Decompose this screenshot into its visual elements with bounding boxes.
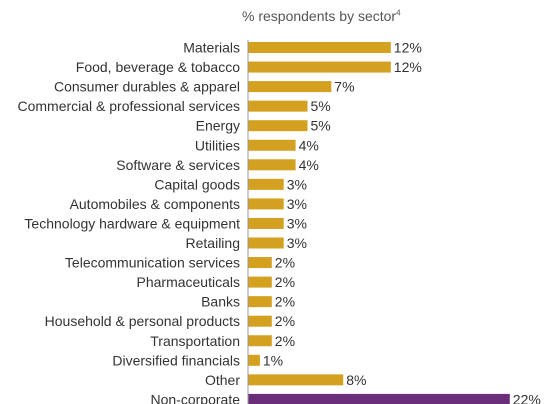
bar-other [248, 374, 344, 386]
bar-food-beverage-and-tobacco [248, 61, 391, 73]
chart-title-text: % respondents by sector [242, 8, 397, 24]
category-label-banks: Banks [201, 294, 240, 310]
bar-automobiles-and-components [248, 198, 284, 210]
category-label-technology-hardware-and-equipment: Technology hardware & equipment [24, 215, 240, 231]
category-label-transportation: Transportation [150, 333, 240, 349]
category-label-other: Other [205, 372, 240, 388]
category-label-retailing: Retailing [186, 235, 240, 251]
category-label-non-corporate: Non-corporate [151, 391, 241, 404]
category-label-consumer-durables-and-apparel: Consumer durables & apparel [54, 79, 240, 95]
value-label-retailing: 3% [287, 235, 307, 251]
value-label-technology-hardware-and-equipment: 3% [287, 215, 307, 231]
bar-materials [248, 42, 391, 53]
value-label-utilities: 4% [299, 137, 319, 153]
value-label-household-and-personal-products: 2% [275, 313, 295, 329]
value-label-non-corporate: 22% [513, 391, 541, 404]
value-label-food-beverage-and-tobacco: 12% [394, 59, 422, 75]
bar-pharmaceuticals [248, 276, 272, 288]
bar-commercial-and-professional-services [248, 100, 308, 112]
bar-technology-hardware-and-equipment [248, 217, 284, 229]
value-label-telecommunication-services: 2% [275, 255, 295, 271]
bar-transportation [248, 335, 272, 347]
bar-non-corporate [248, 393, 510, 404]
category-label-household-and-personal-products: Household & personal products [45, 313, 240, 329]
category-label-food-beverage-and-tobacco: Food, beverage & tobacco [76, 59, 240, 75]
bars [248, 42, 510, 404]
value-label-pharmaceuticals: 2% [275, 274, 295, 290]
value-label-other: 8% [346, 372, 366, 388]
chart-title: % respondents by sector4 [242, 8, 401, 24]
bar-diversified-financials [248, 354, 260, 366]
category-label-pharmaceuticals: Pharmaceuticals [137, 274, 241, 290]
value-label-commercial-and-professional-services: 5% [311, 98, 331, 114]
category-label-utilities: Utilities [195, 137, 240, 153]
category-label-materials: Materials [183, 40, 240, 56]
category-label-commercial-and-professional-services: Commercial & professional services [17, 98, 240, 114]
value-label-materials: 12% [394, 40, 422, 56]
bar-banks [248, 296, 272, 308]
value-label-banks: 2% [275, 294, 295, 310]
value-label-energy: 5% [311, 118, 331, 134]
value-label-automobiles-and-components: 3% [287, 196, 307, 212]
category-label-capital-goods: Capital goods [154, 176, 240, 192]
value-labels: 12%12%7%5%5%4%4%3%3%3%3%2%2%2%2%2%1%8%22… [263, 40, 541, 404]
category-label-telecommunication-services: Telecommunication services [65, 255, 240, 271]
category-label-diversified-financials: Diversified financials [112, 352, 240, 368]
bar-capital-goods [248, 178, 284, 190]
bar-energy [248, 120, 308, 132]
category-labels: Materials Food, beverage & tobacco Consume… [17, 40, 240, 404]
value-label-software-and-services: 4% [299, 157, 319, 173]
category-label-automobiles-and-components: Automobiles & components [70, 196, 240, 212]
bar-software-and-services [248, 159, 296, 171]
bar-utilities [248, 139, 296, 151]
value-label-consumer-durables-and-apparel: 7% [334, 79, 354, 95]
value-label-capital-goods: 3% [287, 176, 307, 192]
value-label-diversified-financials: 1% [263, 352, 283, 368]
bar-telecommunication-services [248, 257, 272, 269]
value-label-transportation: 2% [275, 333, 295, 349]
category-label-energy: Energy [196, 118, 240, 134]
bar-retailing [248, 237, 284, 249]
category-label-software-and-services: Software & services [116, 157, 240, 173]
chart-title-footnote: 4 [396, 8, 401, 18]
bar-household-and-personal-products [248, 315, 272, 327]
bar-consumer-durables-and-apparel [248, 81, 332, 93]
